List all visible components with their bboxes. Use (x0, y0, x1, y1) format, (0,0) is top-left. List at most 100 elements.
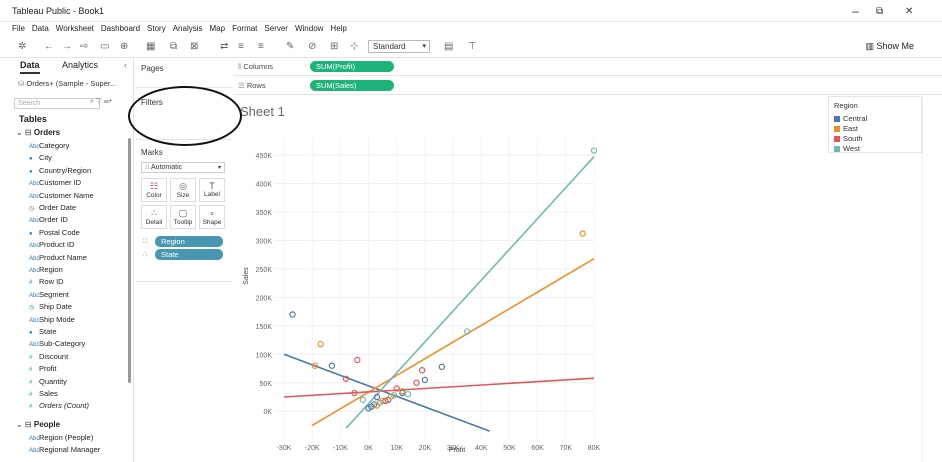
field-label: Regional Manager (39, 445, 101, 455)
duplicate-icon[interactable]: ⧉ (170, 41, 178, 52)
field-order-id[interactable]: AbcOrder ID (29, 215, 68, 224)
menu-file[interactable]: File (12, 24, 25, 33)
field-regional-manager[interactable]: AbcRegional Manager (29, 445, 100, 454)
legend-swatch (834, 136, 840, 142)
size-button[interactable]: ◎ Size (170, 178, 196, 202)
scatter-chart[interactable]: 0K 50K 100K 150K 200K 250K 300K 350K 400K 450K -30… (234, 96, 826, 462)
field-ship-date[interactable]: ◷ Ship Date (29, 302, 72, 311)
color-button[interactable]: ☷ Color (141, 178, 167, 202)
table-orders[interactable]: ⌄ ⊟ Orders (16, 128, 60, 137)
field-row-id[interactable]: # Row ID (29, 277, 64, 286)
field-product-id[interactable]: AbcProduct ID (29, 240, 74, 249)
field-country-region[interactable]: ● Country/Region (29, 166, 91, 175)
data-point-west (590, 147, 598, 154)
search-input[interactable]: Search (14, 98, 100, 109)
state-pill[interactable]: State (155, 249, 223, 260)
label-button[interactable]: T Label (199, 178, 225, 202)
color-legend[interactable]: Region Central East South West (828, 96, 922, 153)
table-people[interactable]: ⌄ ⊟ People (16, 420, 60, 429)
rows-pill[interactable]: SUM(Sales) (310, 80, 394, 91)
datasource-name[interactable]: ⛁ Orders+ (Sample - Super... (18, 79, 116, 88)
undo-icon[interactable]: ← (44, 41, 54, 52)
labels-icon[interactable]: ⊞ (330, 41, 339, 52)
pages-card[interactable]: Pages (136, 58, 232, 88)
fix-axes-icon[interactable]: ⊹ (350, 41, 359, 52)
columns-pill[interactable]: SUM(Profit) (310, 61, 394, 72)
field-profit[interactable]: # Profit (29, 364, 57, 373)
legend-item-east[interactable]: East (834, 124, 858, 133)
search-filter-icons[interactable]: ⌕ ▽ ☰▾ (90, 98, 112, 106)
pages-title: Pages (141, 64, 164, 73)
menu-map[interactable]: Map (209, 24, 226, 33)
columns-shelf[interactable]: ⦀ Columns SUM(Profit) (234, 58, 942, 76)
menu-window[interactable]: Window (294, 24, 324, 33)
group-icon[interactable]: ⊘ (308, 41, 317, 52)
tooltip-button[interactable]: ▢ Tooltip (170, 205, 196, 229)
legend-item-south[interactable]: South (834, 134, 863, 143)
menu-server[interactable]: Server (264, 24, 288, 33)
show-me-button[interactable]: ▥ Show Me (865, 41, 914, 52)
field-order-date[interactable]: ◷ Order Date (29, 203, 76, 212)
field-category[interactable]: AbcCategory (29, 141, 69, 150)
minimize-icon[interactable]: – (852, 4, 859, 18)
menu-story[interactable]: Story (147, 24, 166, 33)
new-worksheet-icon[interactable]: ▦ (146, 41, 156, 52)
field-sales[interactable]: # Sales (29, 389, 58, 398)
viz-area[interactable]: 0K 50K 100K 150K 200K 250K 300K 350K 400K 450K -30… (234, 96, 826, 462)
field-customer-id[interactable]: AbcCustomer ID (29, 178, 81, 187)
menu-dashboard[interactable]: Dashboard (100, 24, 141, 33)
sort-asc-icon[interactable]: ≡ (238, 41, 244, 52)
menu-help[interactable]: Help (330, 24, 347, 33)
menu-analysis[interactable]: Analysis (172, 24, 203, 33)
clear-sheet-icon[interactable]: ⊠ (190, 41, 199, 52)
field-customer-name[interactable]: AbcCustomer Name (29, 191, 94, 200)
sort-desc-icon[interactable]: ≡ (258, 41, 264, 52)
legend-item-west[interactable]: West (834, 144, 860, 153)
restore-icon[interactable]: ⧉ (876, 6, 884, 17)
show-cards-icon[interactable]: ▤ (444, 41, 454, 52)
redo-icon[interactable]: → (62, 41, 72, 52)
field-segment[interactable]: AbcSegment (29, 290, 69, 299)
field-region[interactable]: AbcRegion (29, 265, 63, 274)
field-product-name[interactable]: AbcProduct Name (29, 253, 87, 262)
tableau-logo-icon[interactable]: ✲ (18, 41, 27, 52)
menu-format[interactable]: Format (232, 24, 258, 33)
sheet-title[interactable]: Sheet 1 (240, 104, 285, 119)
menu-data[interactable]: Data (31, 24, 49, 33)
field-discount[interactable]: # Discount (29, 352, 68, 361)
menu-worksheet[interactable]: Worksheet (55, 24, 94, 33)
detail-button[interactable]: ∴ Detail (141, 205, 167, 229)
field-region-people[interactable]: AbcRegion (People) (29, 433, 93, 442)
field-ship-mode[interactable]: AbcShip Mode (29, 315, 75, 324)
filters-card[interactable]: Filters (136, 92, 232, 140)
new-datasource-icon[interactable]: ⊕ (120, 41, 129, 52)
legend-item-central[interactable]: Central (834, 114, 867, 123)
close-icon[interactable]: ✕ (905, 6, 914, 17)
mark-type-dropdown[interactable]: ⁝⁝ Automatic ▾ (141, 162, 225, 173)
y-tick-label: 250K (256, 267, 273, 274)
presentation-icon[interactable]: ⊤ (468, 41, 477, 52)
show-me-icon: ▥ (865, 41, 877, 51)
field-orders-count[interactable]: # Orders (Count) (29, 401, 89, 410)
tab-data[interactable]: Data (20, 60, 40, 74)
rows-shelf[interactable]: ☰ Rows SUM(Sales) (234, 77, 942, 95)
field-state[interactable]: ● State (29, 327, 57, 336)
field-postal-code[interactable]: ● Postal Code (29, 228, 80, 237)
field-city[interactable]: ● City (29, 153, 52, 162)
highlight-icon[interactable]: ✎ (286, 41, 295, 52)
swap-icon[interactable]: ⇄ (220, 41, 229, 52)
save-icon[interactable]: ▭ (100, 41, 110, 52)
chevron-down-icon: ▾ (217, 165, 221, 171)
field-sub-category[interactable]: AbcSub-Category (29, 339, 85, 348)
tab-analytics[interactable]: Analytics (62, 60, 99, 70)
fit-dropdown[interactable]: Standard ▾ (368, 40, 430, 53)
rows-label: ☰ Rows (238, 81, 266, 90)
replay-icon[interactable]: ⇨ (80, 41, 89, 52)
data-pane-scrollbar[interactable] (128, 138, 131, 383)
collapse-pane-icon[interactable]: ‹ (124, 60, 127, 70)
region-pill[interactable]: Region (155, 236, 223, 247)
field-quantity[interactable]: # Quantity (29, 377, 67, 386)
y-tick-label: 100K (256, 352, 273, 359)
dimension-icon: Abc (29, 317, 40, 324)
shape-button[interactable]: ∘ Shape (199, 205, 225, 229)
